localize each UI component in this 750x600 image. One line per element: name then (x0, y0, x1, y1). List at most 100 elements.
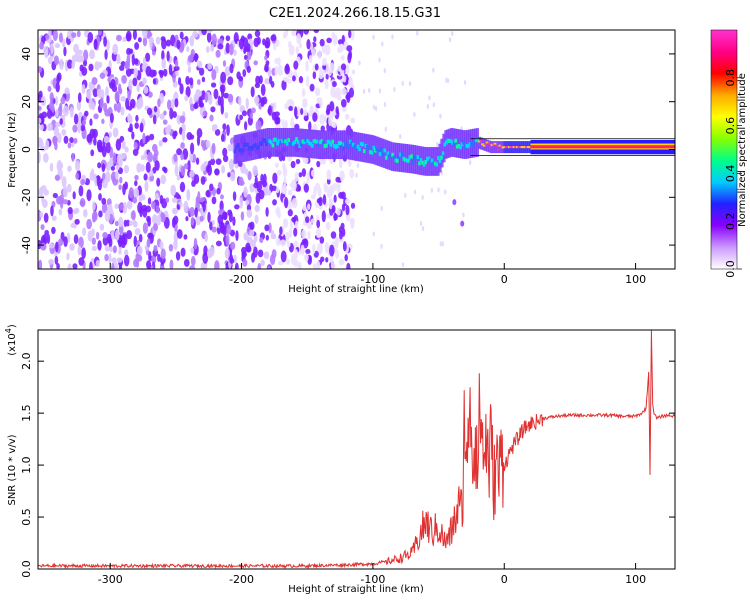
track-core (238, 147, 242, 152)
track-halo (458, 129, 462, 159)
track-core (414, 155, 418, 160)
noise-speckle-dot (220, 133, 225, 142)
noise-speckle-dot (239, 197, 244, 209)
noise-speckle-dot (274, 65, 278, 76)
noise-speckle-dot (72, 124, 78, 133)
track-core (425, 156, 429, 161)
noise-speckle-dot (350, 117, 356, 124)
noise-speckle-dot (227, 172, 231, 178)
faint-speckle-dot (374, 106, 378, 112)
faint-speckle-dot (451, 31, 454, 37)
track-core (515, 146, 519, 149)
noise-speckle-dot (324, 242, 330, 253)
noise-speckle-dot (38, 151, 41, 164)
noise-speckle-dot (88, 81, 93, 91)
noise-speckle-dot (245, 199, 250, 206)
track-core (380, 147, 383, 152)
noise-speckle-dot (208, 94, 213, 105)
noise-speckle-dot (86, 90, 92, 100)
noise-speckle-dot (119, 65, 125, 71)
noise-speckle-dot (133, 235, 138, 247)
noise-speckle-dot (134, 122, 139, 129)
noise-speckle-dot (134, 42, 140, 50)
noise-speckle-dot (333, 212, 337, 221)
noise-speckle-dot (55, 121, 61, 128)
track-core (336, 144, 339, 149)
track-halo (243, 133, 247, 162)
noise-speckle-dot (232, 191, 237, 202)
noise-speckle-dot (206, 31, 212, 43)
noise-speckle-dot (190, 49, 195, 58)
noise-speckle-dot (73, 137, 78, 144)
faint-speckle-dot (401, 80, 404, 86)
noise-speckle-dot (276, 186, 280, 194)
track-core (454, 138, 457, 143)
track-core (421, 160, 424, 165)
noise-speckle-dot (222, 154, 229, 163)
noise-speckle-dot (260, 173, 264, 185)
colorbar-tick-label: 0.2 (724, 212, 737, 230)
track-core (303, 140, 306, 145)
noise-speckle-dot (54, 241, 59, 253)
track-core (345, 142, 349, 147)
noise-speckle-dot (229, 43, 234, 56)
noise-speckle-dot (101, 197, 107, 205)
noise-speckle-dot (58, 32, 63, 43)
noise-speckle-dot (179, 31, 184, 40)
track-core (507, 146, 511, 149)
noise-speckle-dot (95, 231, 100, 240)
noise-speckle-dot (43, 212, 49, 223)
colorbar-tick-label: 0.8 (724, 69, 737, 87)
noise-speckle-dot (348, 30, 352, 39)
noise-speckle-dot (73, 113, 79, 125)
noise-speckle-dot (340, 63, 347, 71)
noise-speckle-dot (146, 238, 151, 248)
track-halo (477, 136, 482, 149)
snr-panel: -300 -200 -100 0 100 0.0 0.5 1.0 1.5 2.0 Height … (4, 324, 676, 595)
y-tick-label: 2.0 (20, 352, 33, 370)
track-core (362, 149, 366, 154)
noise-speckle-dot (229, 229, 236, 237)
noise-speckle-dot (151, 50, 156, 56)
noise-speckle-dot (223, 211, 228, 221)
noise-speckle-dot (80, 55, 85, 63)
noise-speckle-dot (341, 227, 346, 237)
noise-speckle-dot (336, 184, 341, 194)
noise-speckle-dot (63, 236, 68, 248)
track-core (381, 152, 385, 157)
noise-speckle-dot (54, 42, 61, 49)
track-core (370, 150, 374, 155)
noise-speckle-dot (123, 254, 130, 267)
noise-speckle-dot (116, 53, 121, 65)
noise-speckle-dot (180, 165, 186, 176)
noise-speckle-dot (62, 105, 69, 117)
track-core (438, 158, 442, 163)
noise-speckle-dot (155, 36, 161, 45)
noise-speckle-dot (332, 34, 338, 46)
noise-speckle-dot (317, 49, 322, 60)
noise-speckle-dot (108, 157, 114, 168)
noise-speckle-dot (126, 219, 130, 227)
noise-speckle-dot (101, 163, 106, 173)
track-core (504, 146, 508, 149)
noise-speckle-dot (40, 224, 45, 230)
noise-speckle-dot (331, 205, 336, 213)
noise-speckle-dot (93, 137, 97, 146)
track-core (403, 157, 407, 162)
noise-speckle-dot (281, 118, 285, 127)
noise-speckle-dot (159, 113, 165, 120)
snr-x-ticks: -300 -200 -100 0 100 (98, 563, 646, 586)
noise-speckle-dot (219, 200, 224, 212)
track-core (481, 143, 484, 146)
noise-speckle-dot (106, 39, 110, 52)
track-core (373, 148, 377, 153)
noise-speckle-dot (174, 98, 179, 108)
noise-speckle-dot (88, 63, 94, 72)
colorbar-tick-label: 0.4 (724, 165, 737, 183)
noise-speckle-dot (98, 210, 103, 218)
track-core (348, 139, 352, 144)
track-core (358, 147, 361, 152)
noise-speckle-dot (243, 232, 249, 241)
noise-speckle-dot (56, 263, 60, 269)
snr-y-ticks: 0.0 0.5 1.0 1.5 2.0 (20, 352, 675, 578)
